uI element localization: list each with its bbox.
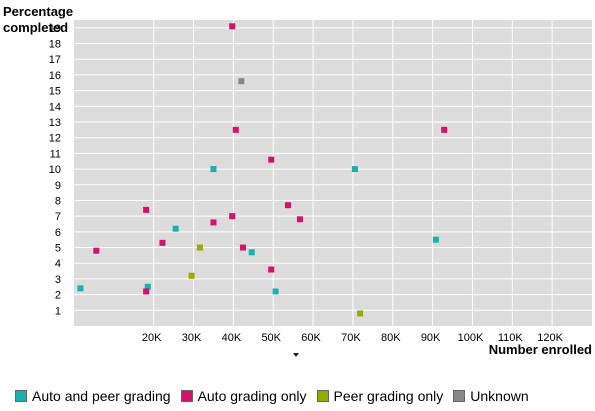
legend-label: Auto and peer grading bbox=[32, 388, 171, 404]
x-tick-label: 20K bbox=[142, 332, 162, 344]
data-point[interactable] bbox=[229, 213, 236, 220]
legend-label: Peer grading only bbox=[333, 388, 444, 404]
data-point[interactable] bbox=[239, 244, 246, 251]
data-point[interactable] bbox=[210, 219, 217, 226]
data-point[interactable] bbox=[159, 239, 166, 246]
legend-swatch-icon bbox=[453, 390, 466, 402]
y-tick-label: 7 bbox=[55, 211, 61, 223]
x-tick-label: 90K bbox=[421, 332, 441, 344]
y-tick-label: 16 bbox=[49, 70, 61, 82]
data-point[interactable] bbox=[268, 266, 275, 273]
y-tick-label: 9 bbox=[55, 180, 61, 192]
data-point[interactable] bbox=[229, 23, 236, 30]
legend: Auto and peer grading Auto grading only … bbox=[15, 388, 529, 404]
legend-swatch-icon bbox=[316, 390, 329, 402]
x-tick-label: 110K bbox=[498, 332, 524, 344]
data-point[interactable] bbox=[143, 206, 150, 213]
gridlines bbox=[74, 20, 592, 326]
x-tick-label: 60K bbox=[301, 332, 321, 344]
x-tick-label: 120K bbox=[537, 332, 563, 344]
y-tick-label: 19 bbox=[49, 23, 61, 35]
data-point[interactable] bbox=[284, 202, 291, 209]
data-point[interactable] bbox=[196, 244, 203, 251]
y-tick-label: 14 bbox=[49, 101, 61, 113]
y-tick-label: 8 bbox=[55, 195, 61, 207]
data-point[interactable] bbox=[441, 126, 448, 133]
y-tick-label: 5 bbox=[55, 243, 61, 255]
y-tick-label: 12 bbox=[49, 133, 61, 145]
y-tick-label: 17 bbox=[49, 54, 61, 66]
x-tick-label: 70K bbox=[341, 332, 361, 344]
y-tick-label: 11 bbox=[50, 148, 61, 160]
data-point[interactable] bbox=[248, 249, 255, 256]
legend-label: Unknown bbox=[470, 388, 529, 404]
legend-item-peer-only[interactable]: Peer grading only bbox=[316, 388, 444, 404]
plot-area bbox=[74, 20, 592, 326]
data-point[interactable] bbox=[143, 288, 150, 295]
y-tick-label: 3 bbox=[55, 274, 61, 286]
data-points bbox=[77, 23, 448, 317]
y-tick-label: 4 bbox=[55, 258, 61, 270]
legend-swatch-icon bbox=[180, 390, 193, 402]
x-tick-label: 30K bbox=[182, 332, 202, 344]
y-tick-label: 13 bbox=[49, 117, 61, 129]
x-tick-label: 100K bbox=[458, 332, 484, 344]
y-tick-label: 18 bbox=[49, 39, 61, 51]
data-point[interactable] bbox=[272, 288, 279, 295]
dropdown-arrow-icon[interactable] bbox=[293, 353, 299, 357]
x-axis-label: Number enrolled bbox=[488, 342, 592, 357]
y-tick-label: 2 bbox=[55, 290, 61, 302]
legend-label: Auto grading only bbox=[197, 388, 307, 404]
data-point[interactable] bbox=[296, 216, 303, 223]
data-point[interactable] bbox=[268, 156, 275, 163]
x-tick-label: 50K bbox=[261, 332, 281, 344]
legend-swatch-icon bbox=[15, 390, 27, 402]
x-axis-ticks: 20K 30K 40K 50K 60K 70K 80K 90K 100K 110K 120K bbox=[142, 332, 564, 344]
y-tick-label: 1 bbox=[55, 305, 61, 317]
data-point[interactable] bbox=[93, 247, 100, 254]
legend-item-auto-and-peer[interactable]: Auto and peer grading bbox=[15, 388, 171, 404]
legend-item-unknown[interactable]: Unknown bbox=[453, 388, 529, 404]
legend-item-auto-only[interactable]: Auto grading only bbox=[180, 388, 307, 404]
data-point[interactable] bbox=[188, 272, 195, 279]
y-axis-label: Percentage completed bbox=[3, 4, 74, 35]
data-point[interactable] bbox=[232, 126, 239, 133]
data-point[interactable] bbox=[210, 166, 217, 173]
data-point[interactable] bbox=[172, 225, 179, 232]
data-point[interactable] bbox=[351, 166, 358, 173]
data-point[interactable] bbox=[144, 283, 151, 290]
y-tick-label: 15 bbox=[49, 86, 61, 98]
data-point[interactable] bbox=[432, 236, 439, 243]
y-tick-label: 10 bbox=[49, 164, 61, 176]
data-point[interactable] bbox=[357, 310, 364, 317]
x-tick-label: 80K bbox=[381, 332, 401, 344]
data-point[interactable] bbox=[77, 285, 84, 292]
data-point[interactable] bbox=[238, 78, 245, 85]
x-tick-label: 40K bbox=[222, 332, 242, 344]
y-tick-label: 6 bbox=[55, 227, 61, 239]
